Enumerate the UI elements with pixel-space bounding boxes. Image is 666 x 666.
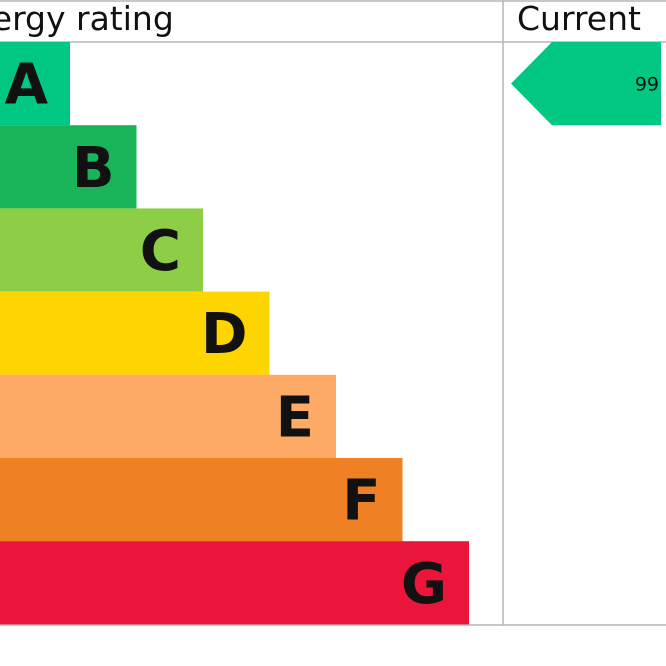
current-score: 99 bbox=[635, 74, 659, 96]
band-c-bar bbox=[0, 208, 203, 292]
band-b-label: B bbox=[72, 136, 115, 201]
band-g-label: G bbox=[401, 552, 447, 617]
energy-rating-header: Energy rating bbox=[0, 0, 174, 38]
band-a-label: A bbox=[5, 53, 49, 118]
band-e-label: E bbox=[276, 385, 314, 450]
band-g-bar bbox=[0, 541, 469, 625]
band-e-bar bbox=[0, 374, 336, 458]
band-c-label: C bbox=[140, 219, 181, 284]
band-f-label: F bbox=[342, 469, 380, 534]
current-rating-marker: 99 bbox=[511, 42, 661, 126]
current-column-header: Current bbox=[517, 0, 641, 38]
band-d-bar bbox=[0, 291, 270, 375]
band-f-bar bbox=[0, 458, 403, 542]
band-b-bar bbox=[0, 125, 137, 209]
band-a-bar bbox=[0, 42, 70, 126]
current-rating-arrow bbox=[511, 42, 661, 126]
band-d-label: D bbox=[201, 302, 247, 367]
